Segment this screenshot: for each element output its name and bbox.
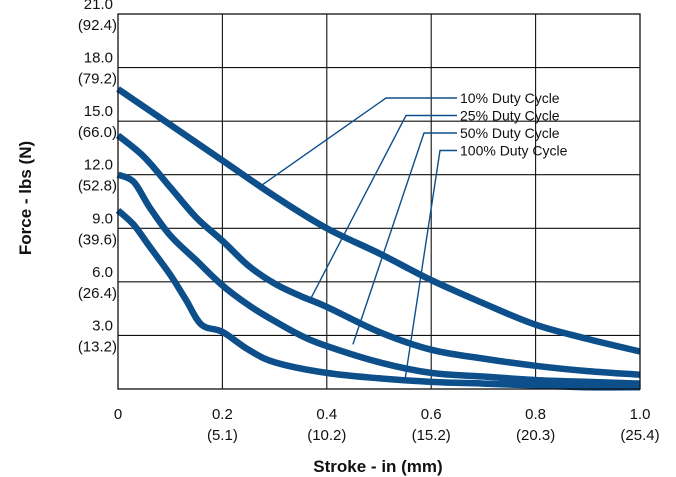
y-tick-label: 21.0 bbox=[84, 0, 113, 13]
series-curves bbox=[115, 86, 641, 391]
x-tick-label: 1.0 bbox=[630, 406, 651, 423]
x-tick-sublabel: (5.1) bbox=[207, 427, 238, 444]
x-tick-label: 0.2 bbox=[212, 406, 233, 423]
y-tick-sublabel: (92.4) bbox=[78, 17, 117, 34]
y-tick-label: 9.0 bbox=[92, 210, 113, 227]
x-tick-sublabel: (10.2) bbox=[307, 427, 346, 444]
y-tick-sublabel: (13.2) bbox=[78, 338, 117, 355]
y-tick-sublabel: (79.2) bbox=[78, 71, 117, 88]
y-tick-label: 18.0 bbox=[84, 50, 113, 67]
series-line-4 bbox=[115, 207, 641, 391]
legend-label: 100% Duty Cycle bbox=[460, 143, 568, 159]
y-axis-ticks: 3.0 (13.2) 6.0 (26.4) 9.0 (39.6) 12.0 (52.8) 15.… bbox=[78, 0, 117, 355]
legend-label: 50% Duty Cycle bbox=[460, 125, 560, 141]
y-tick-sublabel: (26.4) bbox=[78, 285, 117, 302]
x-tick-sublabel: (15.2) bbox=[412, 427, 451, 444]
plot-frame bbox=[117, 13, 641, 390]
y-axis-title: Force - lbs (N) bbox=[16, 141, 35, 255]
x-tick-label: 0.8 bbox=[525, 406, 546, 423]
x-tick-sublabel: (25.4) bbox=[620, 427, 659, 444]
series-line-3 bbox=[116, 171, 641, 387]
legend-label: 25% Duty Cycle bbox=[460, 108, 560, 124]
legend-leader-line bbox=[404, 149, 457, 380]
x-axis-ticks: 0 0.2 (5.1) 0.4 (10.2) 0.6 (15.2) 0.8 (20.3) 1.0 (… bbox=[114, 406, 660, 444]
series-line-1 bbox=[116, 86, 641, 355]
x-tick-label: 0.4 bbox=[316, 406, 337, 423]
y-tick-label: 15.0 bbox=[84, 103, 113, 120]
y-tick-sublabel: (52.8) bbox=[78, 178, 117, 195]
legend-leader-line bbox=[352, 132, 457, 345]
y-tick-sublabel: (39.6) bbox=[78, 231, 117, 248]
legend-label: 10% Duty Cycle bbox=[460, 90, 560, 106]
x-tick-sublabel: (20.3) bbox=[516, 427, 555, 444]
y-tick-label: 3.0 bbox=[92, 317, 113, 334]
series-line-2 bbox=[115, 132, 641, 378]
y-tick-label: 12.0 bbox=[84, 157, 113, 174]
y-tick-label: 6.0 bbox=[92, 264, 113, 281]
legend-leader-line bbox=[310, 114, 457, 299]
x-axis-title: Stroke - in (mm) bbox=[313, 457, 442, 476]
x-tick-label: 0.6 bbox=[421, 406, 442, 423]
y-tick-sublabel: (66.0) bbox=[78, 124, 117, 141]
legend-leader-line bbox=[258, 97, 457, 188]
x-tick-label: 0 bbox=[114, 406, 122, 423]
